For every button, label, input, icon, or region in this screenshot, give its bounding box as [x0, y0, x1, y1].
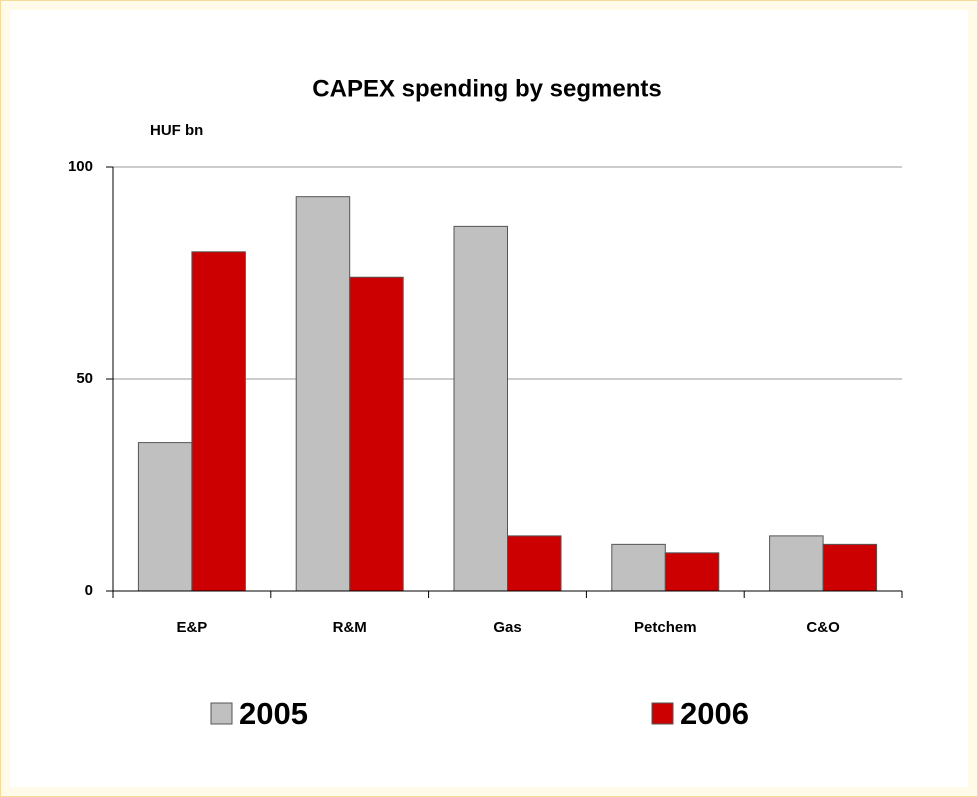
y-tick-label: 0	[85, 582, 93, 599]
bar	[822, 543, 878, 592]
bar	[191, 251, 246, 592]
bar	[349, 276, 404, 592]
y-tick-label: 100	[68, 158, 93, 175]
chart-title: CAPEX spending by segments	[312, 75, 661, 102]
x-tick-label: Petchem	[634, 619, 697, 636]
legend-swatch	[210, 702, 233, 725]
bar	[769, 535, 824, 592]
legend-swatch	[651, 702, 674, 725]
x-tick-label: R&M	[333, 619, 367, 636]
legend-label: 2006	[680, 696, 749, 731]
y-tick-label: 50	[76, 370, 93, 387]
bar	[295, 196, 351, 592]
bar	[507, 535, 562, 592]
x-tick-label: C&O	[806, 619, 840, 636]
x-tick-label: E&P	[176, 619, 207, 636]
bar	[664, 552, 720, 592]
x-tick-label: Gas	[493, 619, 521, 636]
bar	[611, 543, 666, 592]
y-axis-label: HUF bn	[150, 122, 203, 139]
bar	[137, 442, 193, 592]
bar	[453, 225, 508, 592]
legend-label: 2005	[239, 696, 308, 731]
